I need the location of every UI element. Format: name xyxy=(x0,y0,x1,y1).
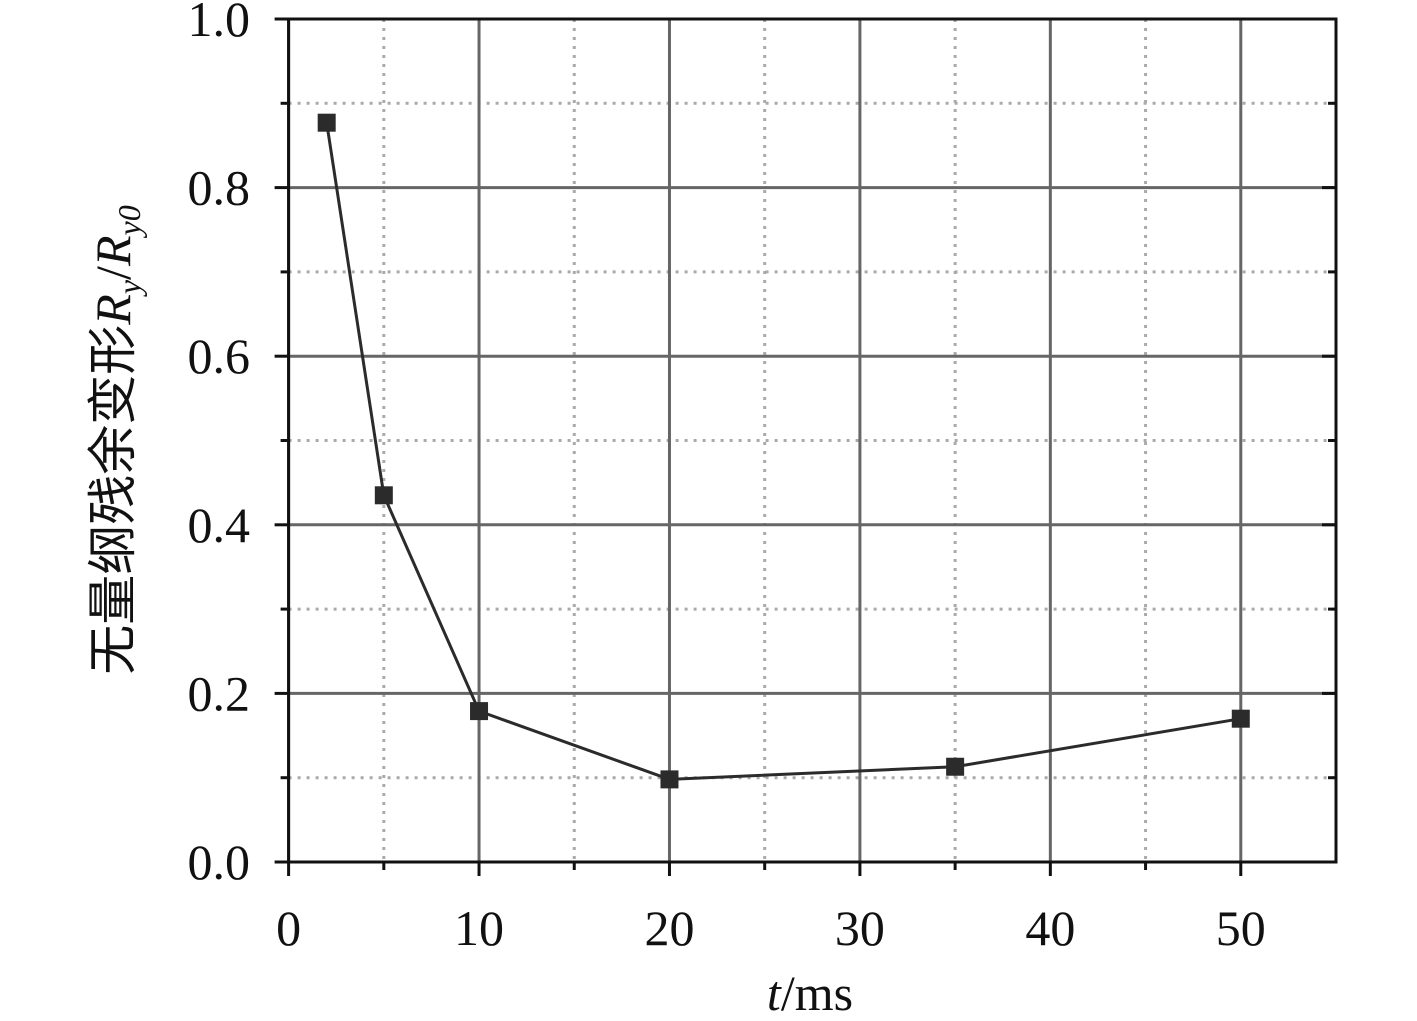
x-axis-label: t/ms xyxy=(767,965,853,1016)
data-marker xyxy=(317,113,336,132)
y-tick-label: 0.4 xyxy=(188,497,251,553)
data-marker xyxy=(374,486,393,505)
y-axis-label: 无量纲残余变形Ry/Ry0 xyxy=(85,205,147,674)
data-marker xyxy=(660,770,679,789)
x-tick-label: 10 xyxy=(454,900,504,956)
x-tick-label: 40 xyxy=(1025,900,1075,956)
data-marker xyxy=(470,702,489,721)
y-tick-label: 1.0 xyxy=(188,0,251,47)
data-marker xyxy=(1231,709,1250,728)
x-tick-label: 0 xyxy=(276,900,301,956)
data-marker xyxy=(946,757,965,776)
y-tick-label: 0.8 xyxy=(188,160,251,216)
data-line xyxy=(325,122,1242,781)
y-tick-label: 0.6 xyxy=(188,328,251,384)
y-tick-label: 0.2 xyxy=(188,665,251,721)
x-tick-label: 30 xyxy=(835,900,885,956)
x-tick-label: 20 xyxy=(644,900,694,956)
plot-frame xyxy=(287,17,1338,864)
x-tick-label: 50 xyxy=(1216,900,1266,956)
y-tick-label: 0.0 xyxy=(188,834,251,890)
